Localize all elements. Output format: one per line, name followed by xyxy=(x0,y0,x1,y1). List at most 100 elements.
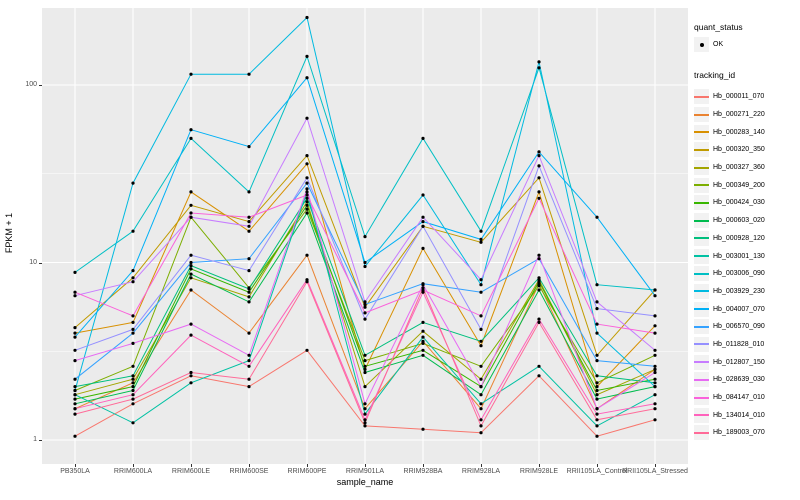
legend-line-swatch-icon xyxy=(694,378,709,381)
x-tick-mark xyxy=(481,464,482,467)
legend-label: Hb_000603_020 xyxy=(713,217,765,225)
legend-key xyxy=(694,390,709,406)
legend-key xyxy=(694,425,709,441)
legend-item: Hb_000283_140 xyxy=(694,123,765,141)
legend-key xyxy=(694,177,709,193)
y-tick-mark xyxy=(39,440,42,441)
legend-line-swatch-icon xyxy=(694,396,709,399)
legend-line-swatch-icon xyxy=(694,131,709,134)
legend-line-swatch-icon xyxy=(694,219,709,222)
legend-item: Hb_012807_150 xyxy=(694,353,765,371)
legend-item: Hb_006570_090 xyxy=(694,318,765,336)
x-tick-label: RRII105LA_Stressed xyxy=(622,468,688,475)
data-points xyxy=(73,15,657,438)
x-tick-label: RRIM928LA xyxy=(461,468,501,475)
legend-key xyxy=(694,372,709,388)
legend-key xyxy=(694,319,709,335)
x-tick-label: RRIM600SE xyxy=(229,468,269,475)
legend-quant-status-item: OK xyxy=(694,36,723,54)
x-tick-mark xyxy=(307,464,308,467)
x-tick-label: RRIM928BA xyxy=(403,468,443,475)
legend-key xyxy=(694,407,709,423)
legend-key xyxy=(694,266,709,282)
legend-label: Hb_000424_030 xyxy=(713,199,765,207)
x-tick-label: RRIM928LE xyxy=(519,468,559,475)
plot-panel xyxy=(42,8,688,464)
legend-line-swatch-icon xyxy=(694,95,709,98)
legend-key xyxy=(694,195,709,211)
legend-line-swatch-icon xyxy=(694,184,709,187)
x-tick-mark xyxy=(539,464,540,467)
legend-label: Hb_000320_350 xyxy=(713,146,765,154)
legend-key xyxy=(694,107,709,123)
legend-line-swatch-icon xyxy=(694,361,709,364)
x-tick-mark xyxy=(133,464,134,467)
legend-line-swatch-icon xyxy=(694,113,709,116)
legend-item: Hb_000349_200 xyxy=(694,176,765,194)
legend-key xyxy=(694,336,709,352)
legend-key xyxy=(694,248,709,264)
legend-line-swatch-icon xyxy=(694,308,709,311)
legend-item: Hb_000327_360 xyxy=(694,159,765,177)
legend-label: Hb_000349_200 xyxy=(713,181,765,189)
legend-label: Hb_003006_090 xyxy=(713,270,765,278)
legend-item: Hb_084147_010 xyxy=(694,389,765,407)
legend-key xyxy=(694,89,709,105)
y-tick-mark xyxy=(39,85,42,86)
legend-item: Hb_003001_130 xyxy=(694,247,765,265)
legend-label: Hb_000011_070 xyxy=(713,93,765,101)
legend-item: Hb_000011_070 xyxy=(694,88,765,106)
legend-key xyxy=(694,160,709,176)
legend-item: Hb_134014_010 xyxy=(694,406,765,424)
legend-label: Hb_028639_030 xyxy=(713,376,765,384)
legend-item: Hb_189003_070 xyxy=(694,424,765,442)
legend-label: Hb_006570_090 xyxy=(713,323,765,331)
legend-line-swatch-icon xyxy=(694,414,709,417)
x-tick-label: RRIM600LA xyxy=(113,468,153,475)
legend-item: Hb_000424_030 xyxy=(694,194,765,212)
legend-item: Hb_000271_220 xyxy=(694,106,765,124)
legend-label: Hb_000928_120 xyxy=(713,234,765,242)
legend-line-swatch-icon xyxy=(694,148,709,151)
legend-key xyxy=(694,354,709,370)
legend-label: Hb_011828_010 xyxy=(713,340,765,348)
x-tick-label: RRIM901LA xyxy=(345,468,385,475)
y-tick-label: 10 xyxy=(29,258,37,266)
legend-label: Hb_004007_070 xyxy=(713,305,765,313)
legend-key xyxy=(694,230,709,246)
x-axis-title: sample_name xyxy=(336,477,394,487)
legend-line-swatch-icon xyxy=(694,325,709,328)
legend-key xyxy=(694,283,709,299)
legend-label: Hb_000271_220 xyxy=(713,111,765,119)
legend-label-ok: OK xyxy=(713,41,724,49)
legend-key xyxy=(694,124,709,140)
legend-key-ok xyxy=(694,37,709,53)
legend-quant-status-title: quant_status xyxy=(694,22,743,32)
legend-key xyxy=(694,213,709,229)
legend-label: Hb_000327_360 xyxy=(713,164,765,172)
legend-item: Hb_003006_090 xyxy=(694,265,765,283)
legend-label: Hb_003929_230 xyxy=(713,287,765,295)
legend-item: Hb_003929_230 xyxy=(694,283,765,301)
legend-line-swatch-icon xyxy=(694,272,709,275)
legend-label: Hb_003001_130 xyxy=(713,252,765,260)
x-tick-mark xyxy=(423,464,424,467)
x-tick-mark xyxy=(597,464,598,467)
y-tick-label: 100 xyxy=(25,81,37,88)
legend-line-swatch-icon xyxy=(694,290,709,293)
legend-tracking-id-items: Hb_000011_070 Hb_000271_220 Hb_000283_140 H… xyxy=(694,88,765,442)
x-tick-mark xyxy=(655,464,656,467)
legend: quant_status OK tracking_id Hb_000011_07… xyxy=(694,0,798,500)
x-tick-mark xyxy=(191,464,192,467)
legend-item: Hb_028639_030 xyxy=(694,371,765,389)
point-marker-icon xyxy=(699,42,704,47)
legend-label: Hb_189003_070 xyxy=(713,429,765,437)
x-tick-label: PB350LA xyxy=(60,468,90,475)
legend-line-swatch-icon xyxy=(694,255,709,258)
legend-label: Hb_084147_010 xyxy=(713,394,765,402)
legend-line-swatch-icon xyxy=(694,237,709,240)
legend-line-swatch-icon xyxy=(694,201,709,204)
x-tick-mark xyxy=(365,464,366,467)
legend-line-swatch-icon xyxy=(694,166,709,169)
